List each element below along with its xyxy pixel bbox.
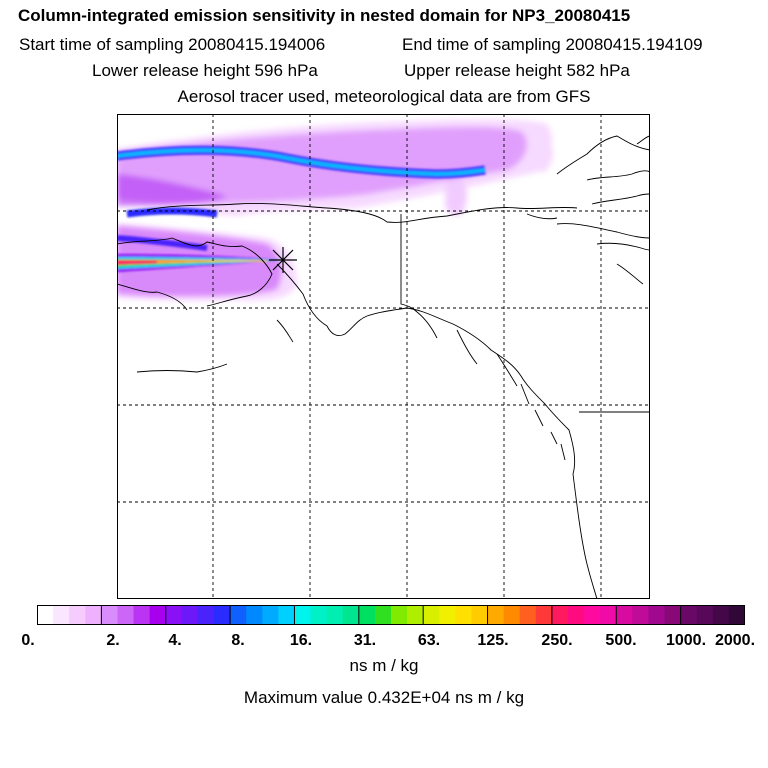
colorbar-unit-label: ns m / kg [349,656,419,675]
colorbar-swatch [600,605,617,625]
colorbar-swatch [487,605,505,625]
colorbar-swatch [551,605,569,625]
colorbar-tick-label: 0. [21,632,35,649]
colorbar-swatch [214,605,231,625]
colorbar-swatch [680,605,698,625]
colorbar-tick-label: 500. [605,632,637,649]
colorbar-swatch [278,605,295,625]
colorbar-swatch [85,605,102,625]
sensitivity-map [117,114,650,599]
colorbar-swatch [53,605,70,625]
colorbar-swatch [407,605,424,625]
colorbar-swatch [471,605,489,625]
colorbar-swatch [69,605,86,625]
figure-title: Column-integrated emission sensitivity i… [18,6,631,25]
plume-core [117,254,282,272]
colorbar-tick-label: 8. [231,632,245,649]
colorbar-swatch [616,605,633,625]
colorbar-swatch [728,605,745,625]
tracer-info-label: Aerosol tracer used, meteorological data… [177,87,591,106]
lower-height-label: Lower release height 596 hPa [92,61,318,80]
colorbar-swatch [117,605,135,625]
start-time-label: Start time of sampling 20080415.194006 [19,35,326,54]
max-value-label: Maximum value 0.432E+04 ns m / kg [243,688,525,707]
upper-height-label: Upper release height 582 hPa [404,61,630,80]
colorbar-swatch [374,605,392,625]
colorbar-swatch [133,605,151,625]
colorbar-swatch [101,605,118,625]
colorbar-tick-label: 2000. [714,632,756,649]
colorbar [37,605,745,625]
colorbar-swatch [326,605,344,625]
colorbar-swatch [664,605,682,625]
colorbar-swatch [197,605,215,625]
graticule [117,114,650,599]
colorbar-swatch [310,605,328,625]
release-point-marker [269,247,297,273]
end-time-label: End time of sampling 20080415.194109 [402,35,703,54]
borders [400,214,650,413]
colorbar-tick-label: 16. [289,632,313,649]
colorbar-swatch [503,605,521,625]
colorbar-tick-label: 4. [168,632,182,649]
colorbar-swatch [423,605,440,625]
colorbar-swatch [584,605,601,625]
colorbar-tick-label: 1000. [665,632,707,649]
colorbar-swatch [439,605,456,625]
colorbar-tick-label: 2. [106,632,120,649]
colorbar-tick-label: 63. [417,632,441,649]
colorbar-swatch [648,605,666,625]
colorbar-swatch [165,605,183,625]
colorbar-swatch [246,605,263,625]
colorbar-tick-label: 250. [541,632,573,649]
colorbar-swatch [230,605,247,625]
colorbar-swatch [535,605,553,625]
colorbar-frame [37,605,745,625]
colorbar-swatch [342,605,360,625]
colorbar-tick-label: 31. [353,632,377,649]
colorbar-swatch [37,605,54,625]
colorbar-swatch [696,605,714,625]
colorbar-swatch [391,605,408,625]
colorbar-swatch [632,605,649,625]
colorbar-swatch [455,605,472,625]
coastlines [117,135,650,599]
colorbar-swatch [712,605,730,625]
colorbar-tick-label: 125. [477,632,509,649]
colorbar-swatch [294,605,312,625]
colorbar-swatch [262,605,279,625]
colorbar-swatch [568,605,585,625]
colorbar-swatch [181,605,199,625]
colorbar-swatch [358,605,376,625]
colorbar-swatch [149,605,167,625]
colorbar-swatch [519,605,537,625]
